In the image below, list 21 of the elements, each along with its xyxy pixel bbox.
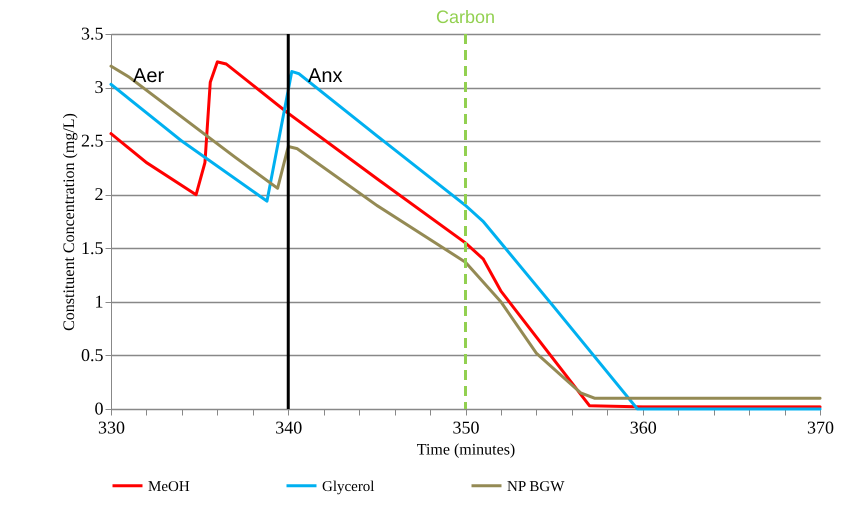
y-tick-label: 1	[94, 291, 104, 312]
x-tick-label: 350	[452, 418, 480, 438]
annotation: Anx	[308, 65, 342, 87]
y-tick-label: 2	[94, 184, 104, 204]
y-tick-label: 2.5	[81, 130, 104, 151]
x-tick-label: 360	[630, 418, 657, 438]
x-tick-label: 330	[98, 418, 125, 438]
x-axis-title: Time (minutes)	[416, 442, 516, 458]
legend-label: NP BGW	[507, 478, 566, 495]
legend-label: Glycerol	[322, 478, 374, 495]
x-tick-label: 370	[807, 418, 834, 438]
y-axis-title: Constituent Concentration (mg/L)	[61, 113, 78, 331]
y-tick-label: 0.5	[81, 344, 104, 365]
x-tick-label: 340	[275, 418, 302, 438]
y-tick-label: 1.5	[81, 238, 104, 258]
y-tick-label: 3.5	[81, 24, 104, 44]
legend-label: MeOH	[148, 478, 190, 495]
annotation: Aer	[133, 65, 164, 87]
y-tick-label: 0	[94, 398, 104, 418]
y-tick-label: 3	[94, 77, 104, 98]
ref-line-label: Carbon	[436, 7, 496, 27]
